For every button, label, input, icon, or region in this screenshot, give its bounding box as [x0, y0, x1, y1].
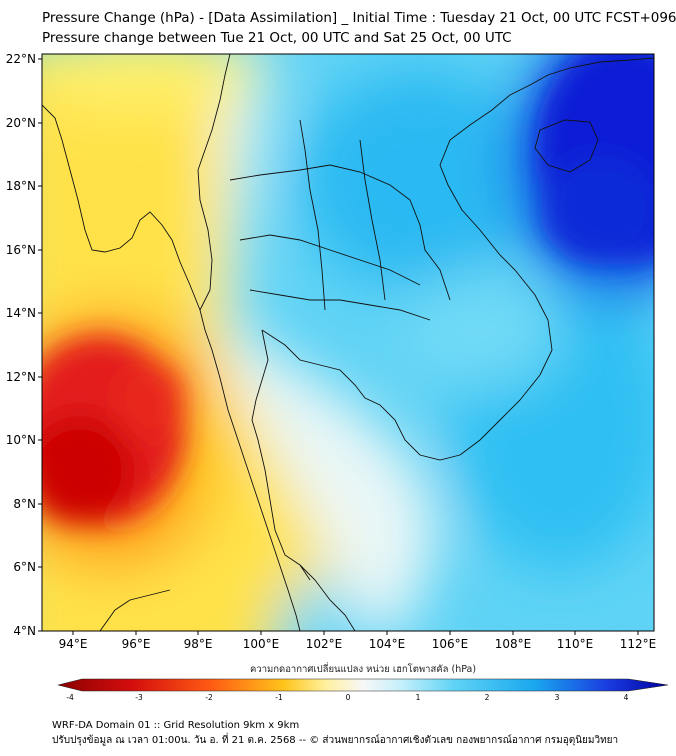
- lat-tick-label: 12°N: [6, 370, 36, 384]
- lon-tick-label: 106°E: [432, 637, 469, 651]
- lon-tick-label: 96°E: [122, 637, 151, 651]
- lat-tick-label: 16°N: [6, 243, 36, 257]
- lon-tick-label: 98°E: [184, 637, 213, 651]
- lon-axis: 94°E 96°E 98°E 100°E 102°E 104°E 106°E 1…: [59, 631, 657, 651]
- lat-tick-label: 14°N: [6, 306, 36, 320]
- lat-tick-label: 18°N: [6, 179, 36, 193]
- lat-tick-label: 22°N: [6, 52, 36, 66]
- lon-tick-label: 100°E: [243, 637, 280, 651]
- lon-tick-label: 104°E: [369, 637, 406, 651]
- footer-model-info: WRF-DA Domain 01 :: Grid Resolution 9km …: [52, 720, 300, 731]
- map-subtitle: Pressure change between Tue 21 Oct, 00 U…: [42, 30, 512, 46]
- lon-tick-label: 94°E: [59, 637, 88, 651]
- lat-tick-label: 4°N: [13, 624, 36, 638]
- colorbar-title: ความกดอากาศเปลี่ยนแปลง หน่วย เฮกโตพาสคัล…: [250, 664, 477, 675]
- pressure-change-map: 22°N 20°N 18°N 16°N 14°N 12°N 10°N 8°N 6…: [6, 52, 657, 651]
- lon-tick-label: 108°E: [495, 637, 532, 651]
- map-title: Pressure Change (hPa) - [Data Assimilati…: [42, 10, 676, 26]
- footer-credit: ปรับปรุงข้อมูล ณ เวลา 01:00น. วัน อ. ที่…: [52, 735, 619, 746]
- lat-tick-label: 10°N: [6, 433, 36, 447]
- lat-tick-label: 20°N: [6, 116, 36, 130]
- coastlines: [42, 54, 654, 631]
- lat-tick-label: 6°N: [13, 560, 36, 574]
- lon-tick-label: 110°E: [557, 637, 594, 651]
- map-frame: [41, 53, 655, 632]
- pressure-field: [42, 54, 654, 631]
- lon-tick-label: 102°E: [306, 637, 343, 651]
- lon-tick-label: 112°E: [620, 637, 657, 651]
- lat-axis: 22°N 20°N 18°N 16°N 14°N 12°N 10°N 8°N 6…: [6, 52, 42, 638]
- lat-tick-label: 8°N: [13, 497, 36, 511]
